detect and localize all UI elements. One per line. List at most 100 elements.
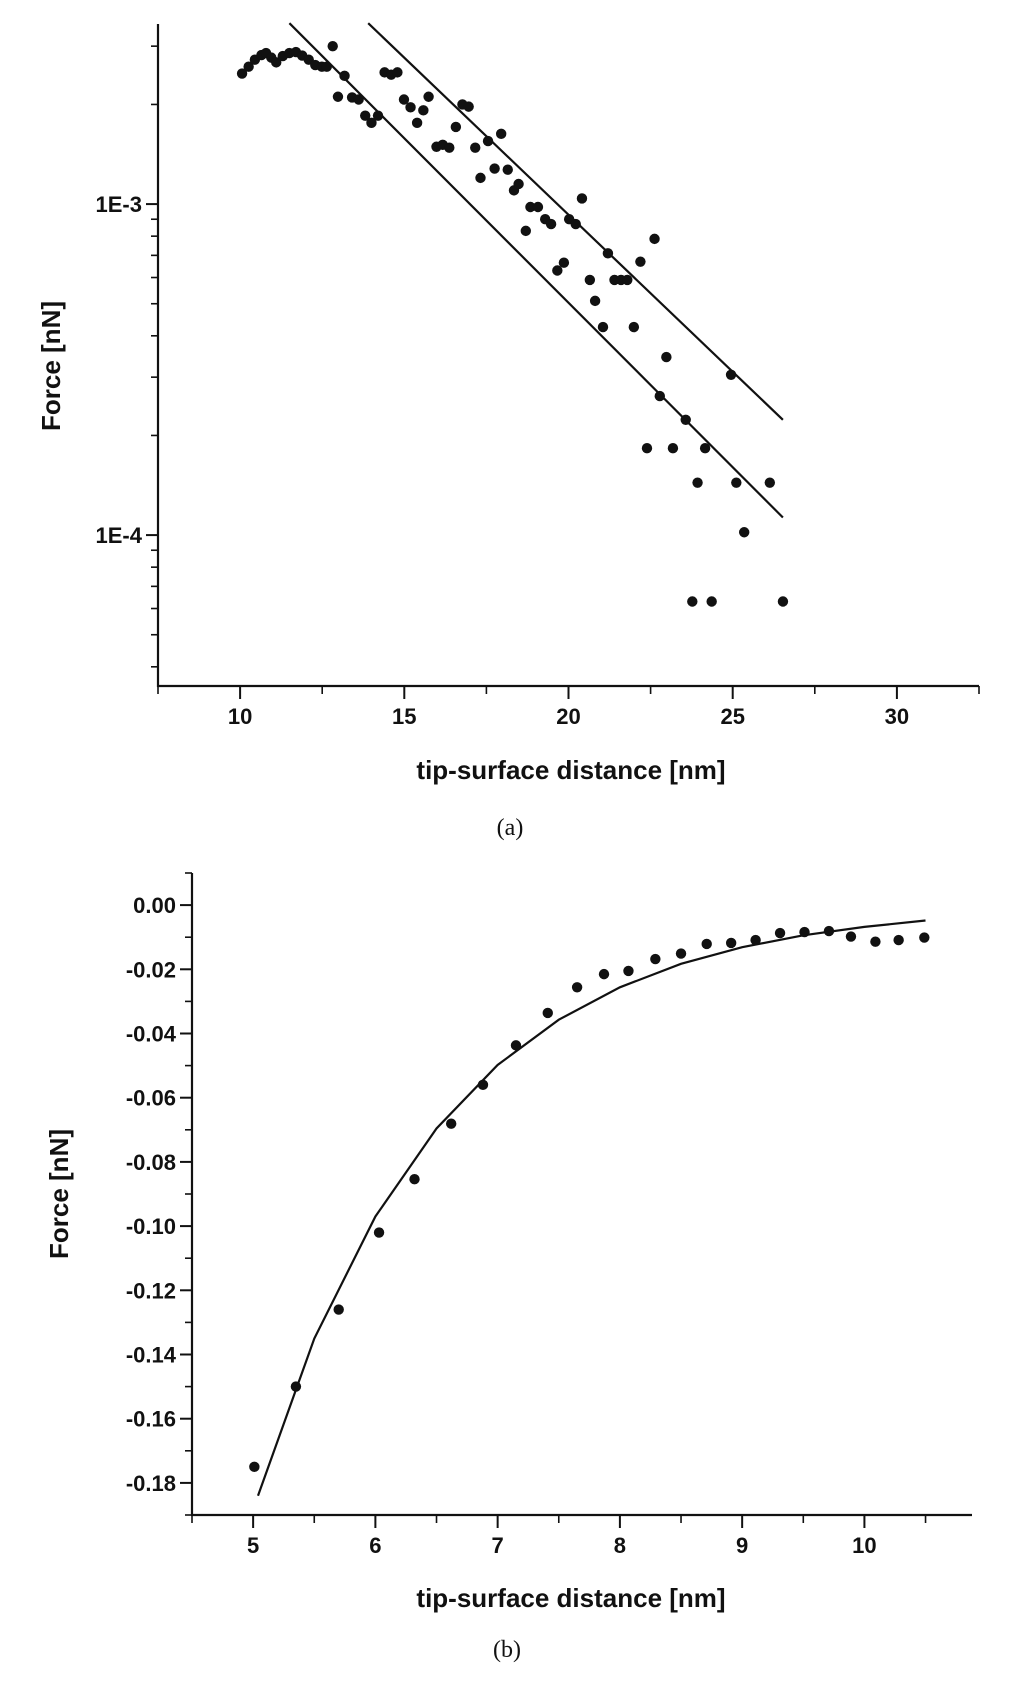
data-point bbox=[654, 390, 665, 402]
caption-b: (b) bbox=[493, 1637, 521, 1663]
data-point bbox=[542, 1007, 553, 1019]
data-point bbox=[919, 932, 930, 943]
x-tick-label: 30 bbox=[885, 704, 909, 729]
x-axis-label-b: tip-surface distance [nm] bbox=[416, 1583, 725, 1613]
data-point bbox=[622, 274, 633, 286]
y-tick-label: -0.06 bbox=[126, 1086, 176, 1111]
data-point bbox=[366, 117, 377, 129]
x-tick-label: 20 bbox=[556, 704, 580, 729]
data-point bbox=[339, 70, 350, 82]
x-tick-label: 8 bbox=[614, 1533, 626, 1558]
data-point bbox=[520, 225, 532, 237]
data-point bbox=[750, 934, 761, 946]
y-tick-label: -0.04 bbox=[126, 1022, 177, 1047]
data-point bbox=[774, 927, 786, 939]
data-point bbox=[353, 94, 364, 105]
data-point bbox=[502, 164, 513, 175]
y-tick-label: -0.02 bbox=[126, 957, 176, 982]
data-point bbox=[738, 527, 750, 538]
data-point bbox=[444, 142, 455, 153]
data-point bbox=[699, 443, 711, 454]
data-point bbox=[725, 369, 737, 380]
x-tick-label: 15 bbox=[392, 704, 416, 729]
data-point bbox=[475, 172, 486, 184]
data-point bbox=[602, 248, 614, 259]
data-point bbox=[558, 257, 570, 268]
data-point bbox=[893, 934, 904, 946]
data-point bbox=[687, 596, 698, 607]
data-point bbox=[845, 931, 857, 942]
data-point bbox=[372, 110, 384, 121]
y-axis-label-b: Force [nN] bbox=[44, 1129, 74, 1259]
x-tick-label: 10 bbox=[852, 1533, 876, 1558]
data-point bbox=[409, 1174, 420, 1185]
data-point bbox=[576, 193, 588, 204]
data-point bbox=[271, 57, 282, 68]
x-tick-label: 7 bbox=[492, 1533, 504, 1558]
data-point bbox=[667, 443, 679, 454]
data-point bbox=[373, 1227, 385, 1238]
data-point bbox=[635, 256, 646, 267]
x-tick-label: 25 bbox=[720, 704, 744, 729]
data-point bbox=[482, 135, 494, 147]
data-point bbox=[706, 596, 717, 607]
data-point bbox=[650, 953, 661, 965]
fit-line bbox=[288, 22, 784, 519]
data-point bbox=[398, 94, 410, 105]
data-point bbox=[321, 61, 332, 72]
data-point bbox=[777, 596, 789, 607]
data-point bbox=[470, 142, 481, 153]
data-point bbox=[525, 201, 536, 213]
data-point bbox=[675, 948, 687, 959]
y-tick-label: -0.18 bbox=[126, 1471, 176, 1496]
data-point bbox=[552, 265, 563, 276]
data-point bbox=[249, 1461, 260, 1473]
data-point bbox=[598, 968, 610, 980]
data-point bbox=[532, 201, 544, 213]
data-point bbox=[392, 67, 403, 78]
data-point bbox=[823, 925, 835, 937]
data-point bbox=[731, 477, 742, 488]
y-tick-label: -0.10 bbox=[126, 1214, 176, 1239]
data-point bbox=[411, 117, 423, 129]
data-point bbox=[680, 414, 691, 425]
chart-panel-a: Force [nN] tip-surface distance [nm] (a)… bbox=[36, 22, 980, 841]
data-point bbox=[870, 936, 881, 947]
x-tick-label: 10 bbox=[228, 704, 252, 729]
data-point bbox=[641, 443, 653, 454]
y-tick-label: 1E-4 bbox=[96, 523, 143, 548]
data-point bbox=[589, 295, 601, 307]
data-point bbox=[360, 110, 371, 121]
data-point bbox=[495, 128, 507, 140]
data-point bbox=[623, 965, 634, 977]
data-point bbox=[628, 321, 640, 333]
data-point bbox=[725, 937, 737, 949]
data-point bbox=[418, 105, 429, 116]
data-point bbox=[597, 321, 609, 333]
data-point bbox=[463, 101, 474, 112]
data-point bbox=[649, 233, 660, 245]
data-point bbox=[327, 40, 338, 52]
caption-a: (a) bbox=[497, 815, 524, 841]
data-point bbox=[489, 163, 500, 174]
y-tick-label: -0.14 bbox=[126, 1343, 177, 1368]
data-point bbox=[332, 91, 344, 102]
data-point bbox=[445, 1118, 457, 1129]
data-point bbox=[764, 477, 776, 488]
data-point bbox=[661, 351, 672, 363]
y-tick-label: 0.00 bbox=[133, 893, 176, 918]
data-point bbox=[477, 1079, 489, 1091]
data-point bbox=[701, 938, 712, 950]
y-tick-label: 1E-3 bbox=[96, 192, 142, 217]
data-point bbox=[423, 91, 434, 102]
data-point bbox=[570, 218, 581, 230]
data-point bbox=[236, 68, 248, 79]
data-point bbox=[510, 1040, 522, 1051]
data-point bbox=[545, 218, 557, 230]
chart-panel-b: Force [nN] tip-surface distance [nm] (b)… bbox=[44, 872, 972, 1663]
x-tick-label: 5 bbox=[247, 1533, 259, 1558]
data-point bbox=[799, 926, 810, 938]
data-point bbox=[692, 477, 703, 488]
fit-line bbox=[256, 919, 926, 1497]
